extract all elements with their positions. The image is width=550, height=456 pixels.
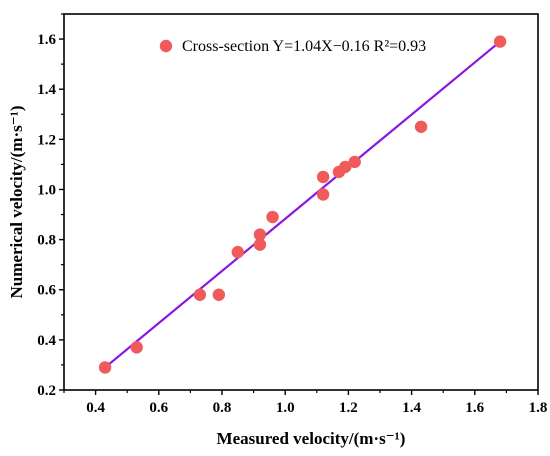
y-tick-label: 1.4 [37, 82, 56, 98]
x-tick-label: 0.6 [149, 400, 168, 416]
data-point [316, 188, 330, 201]
data-point [339, 160, 352, 174]
data-point [212, 288, 226, 301]
legend: Cross-section Y=1.04X−0.16 R²=0.93 [159, 38, 426, 55]
y-tick-label: 0.6 [37, 283, 56, 299]
x-tick-label: 1.4 [402, 400, 421, 416]
data-point [348, 155, 361, 169]
data-points [98, 35, 507, 374]
x-tick-label: 1.8 [529, 400, 548, 416]
data-point [266, 210, 279, 224]
data-point [193, 288, 207, 301]
fit-line [104, 40, 501, 369]
legend-marker [159, 39, 173, 53]
fit-line-layer [104, 40, 501, 369]
data-point [414, 120, 428, 133]
y-tick-label: 0.2 [37, 383, 56, 399]
x-tick-label: 0.8 [213, 400, 232, 416]
y-tick-label: 1.6 [37, 32, 56, 48]
data-point [253, 238, 267, 251]
x-tick-label: 1.0 [276, 400, 295, 416]
y-tick-label: 1.2 [37, 132, 56, 148]
data-point [493, 35, 507, 48]
y-axis-title: Numerical velocity/(m·s⁻¹) [7, 106, 26, 299]
y-tick-label: 0.8 [37, 233, 56, 249]
x-axis-title: Measured velocity/(m·s⁻¹) [217, 429, 406, 448]
data-point [253, 228, 267, 241]
y-tick-label: 1.0 [37, 182, 56, 198]
x-tick-label: 0.4 [86, 400, 105, 416]
x-tick-label: 1.2 [339, 400, 358, 416]
data-point [231, 245, 244, 259]
data-point [130, 341, 143, 354]
x-tick-label: 1.6 [465, 400, 484, 416]
y-tick-label: 0.4 [37, 333, 56, 349]
plot-frame [63, 13, 539, 391]
data-point [98, 361, 112, 374]
axes: 0.4 0.6 0.8 1.0 1.2 1.4 1.6 1.8 0.2 0.4 0.6 0.8 1.0 1… [37, 13, 548, 416]
data-point [316, 170, 330, 184]
legend-label: Cross-section Y=1.04X−0.16 R²=0.93 [182, 38, 426, 55]
